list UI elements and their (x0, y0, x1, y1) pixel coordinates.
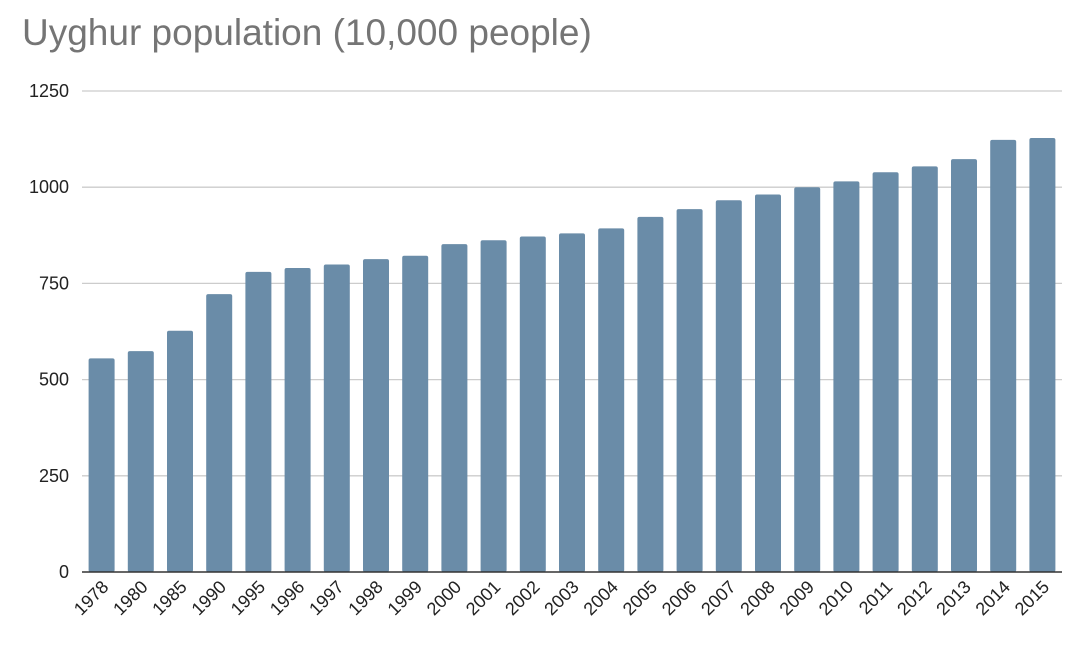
bar-1999 (402, 255, 429, 572)
x-tick-label: 2009 (776, 577, 818, 619)
y-tick-labels: 0 250 500 750 1000 1250 (29, 81, 69, 582)
y-tick-label: 500 (39, 370, 69, 390)
x-tick-label: 1985 (148, 577, 190, 619)
bars (88, 137, 1056, 573)
bar-2009 (794, 187, 821, 572)
x-tick-label: 2000 (423, 577, 465, 619)
y-tick-label: 750 (39, 273, 69, 293)
bar-1990 (206, 294, 233, 572)
x-tick-label: 1998 (344, 577, 386, 619)
x-tick-label: 2013 (932, 577, 974, 619)
x-tick-label: 1997 (305, 577, 347, 619)
x-tick-label: 2006 (658, 577, 700, 619)
bar-1978 (88, 358, 115, 572)
x-tick-label: 2001 (462, 577, 504, 619)
y-tick-label: 1250 (29, 81, 69, 101)
bar-1997 (323, 264, 350, 572)
x-tick-label: 2003 (540, 577, 582, 619)
bar-2002 (519, 236, 546, 572)
bar-1998 (363, 259, 389, 572)
x-tick-label: 1980 (109, 577, 151, 619)
bar-2015 (1029, 137, 1056, 572)
x-tick-label: 2008 (736, 577, 778, 619)
bar-2014 (990, 139, 1017, 572)
x-tick-label: 2015 (1011, 577, 1053, 619)
bar-2005 (637, 216, 664, 573)
x-tick-label: 1999 (384, 577, 426, 619)
x-tick-label: 2010 (815, 577, 857, 619)
y-tick-label: 1000 (29, 177, 69, 197)
x-tick-label: 2012 (893, 577, 935, 619)
x-tick-labels: 1978198019851990199519961997199819992000… (70, 577, 1053, 619)
y-tick-label: 250 (39, 466, 69, 486)
x-tick-label: 2002 (501, 577, 543, 619)
x-tick-label: 2005 (619, 577, 661, 619)
bar-1985 (167, 330, 193, 572)
bar-2006 (676, 209, 703, 572)
bar-1996 (284, 268, 311, 572)
bar-2000 (441, 244, 468, 573)
x-tick-label: 2011 (855, 577, 897, 619)
x-tick-label: 2007 (697, 577, 739, 619)
bar-2010 (833, 181, 860, 573)
x-tick-label: 2014 (972, 577, 1014, 619)
x-tick-label: 1978 (70, 577, 112, 619)
y-tick-label: 0 (59, 562, 69, 582)
bar-1995 (245, 271, 272, 572)
bar-1980 (127, 351, 154, 572)
bar-2013 (951, 159, 977, 572)
x-tick-label: 1996 (266, 577, 308, 619)
x-tick-label: 1990 (188, 577, 230, 619)
bar-2004 (598, 228, 625, 572)
chart-title: Uyghur population (10,000 people) (22, 12, 592, 53)
x-tick-label: 1995 (227, 577, 269, 619)
bar-2008 (755, 194, 781, 572)
bar-2007 (715, 200, 742, 572)
bar-2012 (911, 166, 938, 572)
bar-2011 (872, 172, 899, 572)
bar-2003 (559, 233, 585, 572)
x-tick-label: 2004 (580, 577, 622, 619)
bar-2001 (480, 240, 507, 572)
